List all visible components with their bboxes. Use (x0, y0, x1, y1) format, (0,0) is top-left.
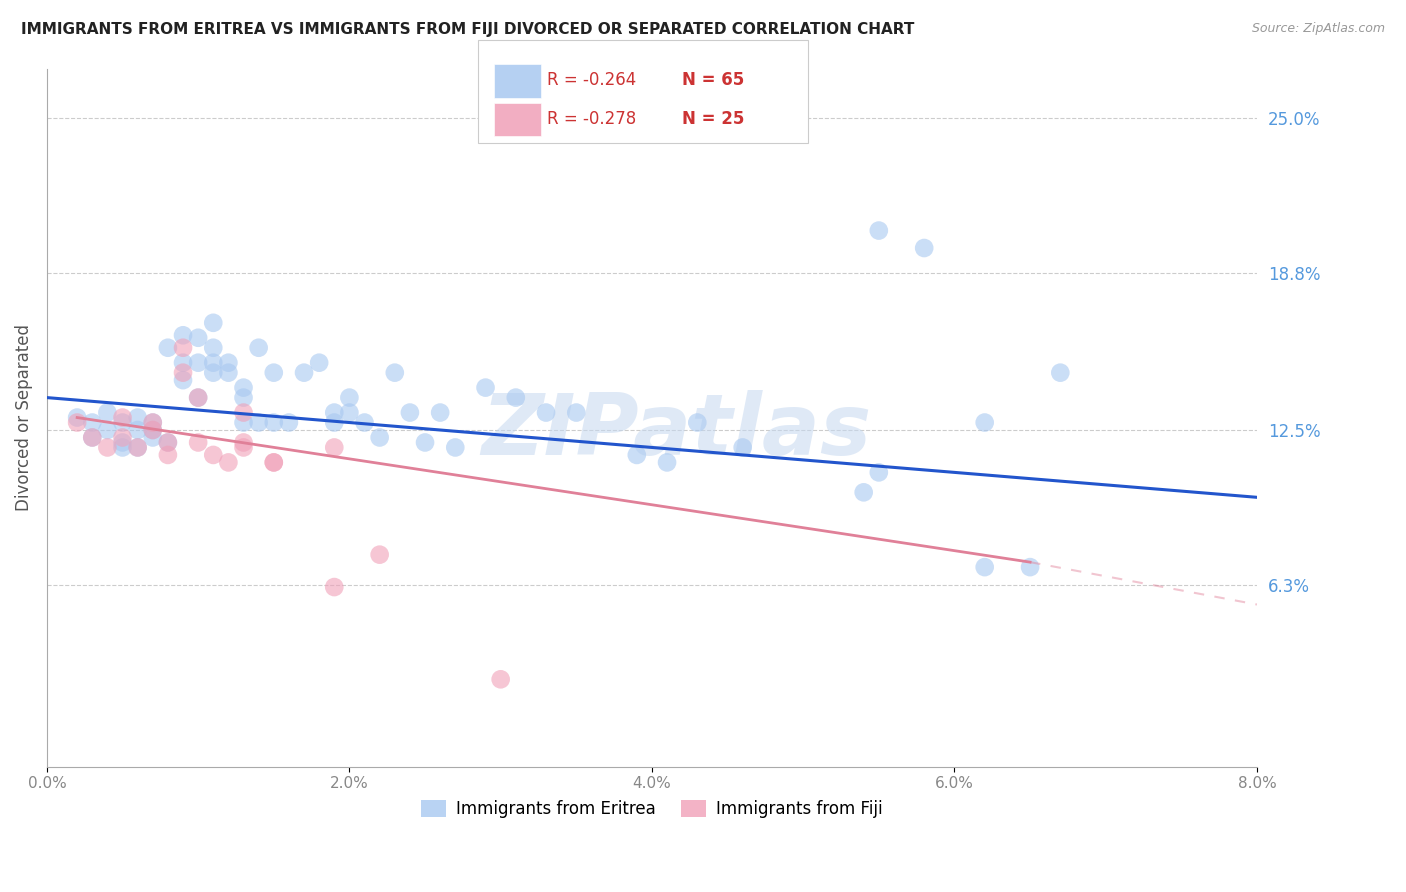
Immigrants from Fiji (66, 416, 89, 430)
Immigrants from Eritrea (277, 416, 299, 430)
Immigrants from Eritrea (187, 356, 209, 370)
Immigrants from Eritrea (626, 448, 648, 462)
Immigrants from Eritrea (111, 441, 134, 455)
Text: N = 65: N = 65 (682, 71, 744, 89)
Immigrants from Eritrea (172, 356, 194, 370)
Text: R = -0.264: R = -0.264 (547, 71, 636, 89)
Immigrants from Fiji (142, 423, 165, 437)
Text: IMMIGRANTS FROM ERITREA VS IMMIGRANTS FROM FIJI DIVORCED OR SEPARATED CORRELATIO: IMMIGRANTS FROM ERITREA VS IMMIGRANTS FR… (21, 22, 914, 37)
Immigrants from Eritrea (66, 410, 89, 425)
Immigrants from Eritrea (96, 406, 118, 420)
Immigrants from Eritrea (232, 416, 254, 430)
Immigrants from Eritrea (232, 381, 254, 395)
Text: ZIPatlas: ZIPatlas (481, 390, 872, 473)
Immigrants from Fiji (263, 455, 285, 469)
Immigrants from Eritrea (368, 430, 391, 444)
Immigrants from Fiji (156, 448, 179, 462)
Immigrants from Eritrea (82, 416, 104, 430)
Immigrants from Eritrea (142, 430, 165, 444)
Immigrants from Eritrea (127, 423, 149, 437)
Immigrants from Eritrea (156, 341, 179, 355)
Immigrants from Eritrea (655, 455, 678, 469)
Legend: Immigrants from Eritrea, Immigrants from Fiji: Immigrants from Eritrea, Immigrants from… (415, 793, 889, 824)
Immigrants from Fiji (172, 341, 194, 355)
Immigrants from Eritrea (1049, 366, 1071, 380)
Immigrants from Fiji (232, 441, 254, 455)
Immigrants from Fiji (111, 410, 134, 425)
Immigrants from Fiji (172, 366, 194, 380)
Text: R = -0.278: R = -0.278 (547, 110, 636, 128)
Immigrants from Eritrea (353, 416, 375, 430)
Immigrants from Eritrea (142, 423, 165, 437)
Immigrants from Eritrea (217, 356, 239, 370)
Immigrants from Eritrea (263, 366, 285, 380)
Immigrants from Eritrea (156, 435, 179, 450)
Immigrants from Eritrea (111, 435, 134, 450)
Immigrants from Eritrea (292, 366, 315, 380)
Immigrants from Fiji (187, 435, 209, 450)
Immigrants from Eritrea (187, 391, 209, 405)
Immigrants from Eritrea (534, 406, 557, 420)
Immigrants from Eritrea (202, 341, 225, 355)
Immigrants from Eritrea (1019, 560, 1042, 574)
Immigrants from Eritrea (852, 485, 875, 500)
Immigrants from Eritrea (142, 416, 165, 430)
Immigrants from Eritrea (686, 416, 709, 430)
Immigrants from Eritrea (339, 391, 361, 405)
Immigrants from Eritrea (399, 406, 422, 420)
Immigrants from Fiji (142, 416, 165, 430)
Immigrants from Fiji (82, 430, 104, 444)
Immigrants from Eritrea (263, 416, 285, 430)
Immigrants from Eritrea (868, 466, 890, 480)
Immigrants from Eritrea (187, 331, 209, 345)
Immigrants from Eritrea (731, 441, 754, 455)
Immigrants from Eritrea (202, 366, 225, 380)
Immigrants from Eritrea (912, 241, 935, 255)
Immigrants from Fiji (111, 430, 134, 444)
Immigrants from Fiji (489, 673, 512, 687)
Immigrants from Eritrea (247, 416, 270, 430)
Immigrants from Fiji (232, 406, 254, 420)
Immigrants from Fiji (156, 435, 179, 450)
Immigrants from Fiji (263, 455, 285, 469)
Immigrants from Fiji (232, 435, 254, 450)
Immigrants from Eritrea (202, 356, 225, 370)
Immigrants from Eritrea (323, 406, 346, 420)
Immigrants from Fiji (368, 548, 391, 562)
Immigrants from Eritrea (323, 416, 346, 430)
Immigrants from Fiji (127, 441, 149, 455)
Immigrants from Eritrea (172, 328, 194, 343)
Immigrants from Eritrea (868, 223, 890, 237)
Immigrants from Eritrea (474, 381, 496, 395)
Immigrants from Fiji (96, 441, 118, 455)
Immigrants from Eritrea (339, 406, 361, 420)
Immigrants from Eritrea (444, 441, 467, 455)
Immigrants from Eritrea (505, 391, 527, 405)
Immigrants from Eritrea (413, 435, 436, 450)
Immigrants from Eritrea (82, 430, 104, 444)
Immigrants from Eritrea (429, 406, 451, 420)
Immigrants from Fiji (202, 448, 225, 462)
Immigrants from Eritrea (172, 373, 194, 387)
Immigrants from Eritrea (127, 410, 149, 425)
Immigrants from Eritrea (202, 316, 225, 330)
Immigrants from Eritrea (973, 416, 995, 430)
Immigrants from Eritrea (308, 356, 330, 370)
Immigrants from Eritrea (247, 341, 270, 355)
Immigrants from Eritrea (973, 560, 995, 574)
Text: N = 25: N = 25 (682, 110, 744, 128)
Immigrants from Eritrea (232, 391, 254, 405)
Immigrants from Eritrea (217, 366, 239, 380)
Immigrants from Fiji (217, 455, 239, 469)
Immigrants from Eritrea (111, 416, 134, 430)
Text: Source: ZipAtlas.com: Source: ZipAtlas.com (1251, 22, 1385, 36)
Immigrants from Fiji (323, 441, 346, 455)
Immigrants from Eritrea (96, 423, 118, 437)
Immigrants from Fiji (187, 391, 209, 405)
Immigrants from Eritrea (565, 406, 588, 420)
Immigrants from Eritrea (384, 366, 406, 380)
Immigrants from Eritrea (127, 441, 149, 455)
Y-axis label: Divorced or Separated: Divorced or Separated (15, 324, 32, 511)
Immigrants from Fiji (323, 580, 346, 594)
